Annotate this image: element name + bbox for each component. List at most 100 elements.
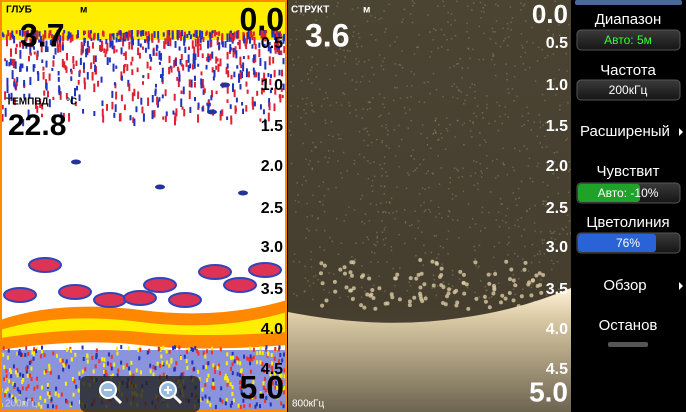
noise	[485, 141, 487, 144]
bottom-clutter	[59, 358, 62, 363]
clutter	[128, 41, 131, 50]
noise	[457, 62, 460, 65]
clutter	[183, 35, 186, 43]
noise	[310, 129, 312, 132]
bottom-clutter	[10, 394, 13, 399]
echo	[393, 276, 398, 281]
clutter	[10, 92, 13, 102]
clutter	[269, 78, 272, 86]
clutter	[82, 30, 85, 36]
noise	[531, 26, 533, 29]
clutter	[29, 52, 32, 56]
bottom-clutter	[259, 391, 262, 396]
noise	[388, 212, 390, 214]
noise	[423, 201, 425, 204]
noise	[507, 36, 510, 38]
bottom-clutter	[254, 395, 257, 400]
depth-scale-label: 2.5	[261, 200, 283, 217]
stop-item[interactable]: Останов	[599, 317, 658, 347]
noise	[499, 115, 501, 118]
noise	[320, 105, 323, 108]
clutter	[274, 87, 277, 95]
noise	[383, 156, 386, 158]
zoom-in[interactable]	[159, 381, 183, 405]
noise	[511, 17, 514, 19]
advanced-item[interactable]: Расширеный	[580, 123, 683, 140]
clutter	[63, 30, 66, 34]
noise	[497, 211, 500, 213]
noise	[378, 115, 380, 118]
noise	[424, 188, 426, 191]
noise	[295, 29, 298, 32]
bottom-clutter	[276, 385, 279, 390]
clutter	[49, 30, 52, 36]
clutter	[263, 72, 266, 80]
bottom-clutter	[212, 378, 215, 383]
noise	[447, 230, 450, 232]
noise	[550, 259, 553, 262]
noise	[432, 133, 434, 135]
noise	[508, 227, 510, 229]
clutter	[72, 63, 75, 69]
view-item[interactable]: Обзор	[603, 277, 683, 294]
noise	[471, 136, 473, 138]
noise	[463, 122, 466, 124]
clutter	[211, 30, 214, 38]
clutter	[5, 34, 8, 41]
colorline-item[interactable]: Цветолиния 76%	[576, 214, 681, 254]
noise	[398, 233, 400, 236]
bottom-clutter	[111, 373, 114, 378]
clutter	[146, 61, 149, 69]
noise	[511, 88, 514, 90]
bottom-clutter	[30, 359, 33, 364]
noise	[398, 166, 400, 168]
clutter	[33, 51, 36, 55]
frequency-item[interactable]: Частота 200кГц	[576, 62, 681, 101]
bottom-clutter	[275, 394, 278, 399]
noise	[560, 87, 562, 89]
noise	[423, 101, 426, 104]
bottom-clutter	[116, 373, 119, 378]
noise	[508, 236, 510, 238]
noise	[290, 105, 292, 107]
clutter	[19, 41, 22, 48]
bottom-clutter	[273, 376, 276, 381]
noise	[550, 232, 553, 235]
bottom-clutter	[281, 387, 284, 392]
clutter	[200, 83, 203, 89]
noise	[480, 10, 483, 13]
noise	[363, 222, 366, 225]
noise	[494, 74, 497, 77]
bottom-clutter	[202, 365, 205, 370]
noise	[566, 138, 569, 140]
clutter	[93, 83, 96, 93]
echo	[447, 287, 452, 292]
sensitivity-item[interactable]: Чувствит Авто: -10%	[576, 163, 681, 204]
noise	[331, 240, 334, 243]
noise	[492, 30, 494, 33]
noise	[461, 76, 463, 79]
noise	[319, 88, 321, 91]
clutter	[86, 47, 89, 56]
noise	[475, 161, 478, 163]
clutter	[122, 37, 125, 47]
noise	[330, 120, 333, 123]
zoom-out[interactable]	[99, 381, 123, 405]
noise	[458, 278, 461, 280]
clutter	[146, 35, 149, 42]
fish-arch	[93, 292, 127, 308]
clutter	[112, 63, 115, 72]
clutter	[188, 79, 191, 88]
bottom-clutter	[55, 386, 58, 391]
noise	[557, 176, 559, 179]
noise	[317, 278, 319, 281]
bottom-clutter	[156, 361, 159, 366]
noise	[539, 126, 542, 129]
noise	[445, 127, 448, 130]
noise	[290, 162, 293, 165]
noise	[418, 34, 420, 36]
bottom-clutter	[81, 369, 84, 374]
noise	[513, 76, 516, 78]
clutter	[282, 83, 285, 91]
range-item[interactable]: Диапазон Авто: 5м	[576, 11, 681, 51]
